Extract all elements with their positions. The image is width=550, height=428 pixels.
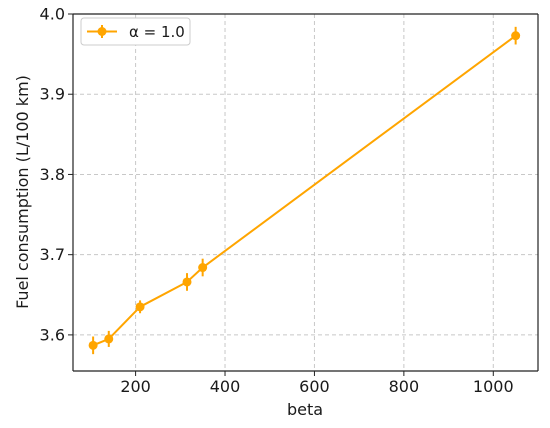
y-tick-label: 3.9 — [40, 85, 65, 104]
x-axis-label: beta — [287, 400, 323, 419]
legend-marker — [97, 27, 107, 36]
x-tick-label: 200 — [120, 377, 151, 396]
x-tick-label: 1000 — [473, 377, 514, 396]
ticks: 200 400 600 800 1000 3.6 3.7 3.8 3.9 4.0 — [40, 5, 514, 397]
series — [88, 26, 521, 355]
data-point — [182, 277, 192, 287]
data-point — [104, 334, 114, 344]
x-tick-label: 800 — [389, 377, 420, 396]
y-tick-label: 3.8 — [40, 165, 65, 184]
data-point — [511, 31, 521, 41]
series-line — [92, 34, 517, 347]
legend-series-name: α = 1.0 — [129, 23, 185, 41]
data-point — [198, 263, 208, 273]
y-axis-label: Fuel consumption (L/100 km) — [13, 75, 32, 309]
x-tick-label: 400 — [210, 377, 241, 396]
y-tick-label: 3.6 — [40, 325, 65, 344]
legend-box — [80, 17, 191, 46]
axes — [72, 13, 539, 372]
y-tick-label: 3.7 — [40, 245, 65, 264]
x-tick-label: 600 — [299, 377, 330, 396]
data-point — [88, 340, 98, 350]
legend: α = 1.0 — [80, 17, 191, 46]
data-point — [135, 302, 145, 312]
y-tick-label: 4.0 — [40, 5, 65, 24]
